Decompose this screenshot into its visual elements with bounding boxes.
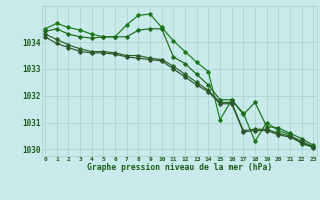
X-axis label: Graphe pression niveau de la mer (hPa): Graphe pression niveau de la mer (hPa) [87, 163, 272, 172]
